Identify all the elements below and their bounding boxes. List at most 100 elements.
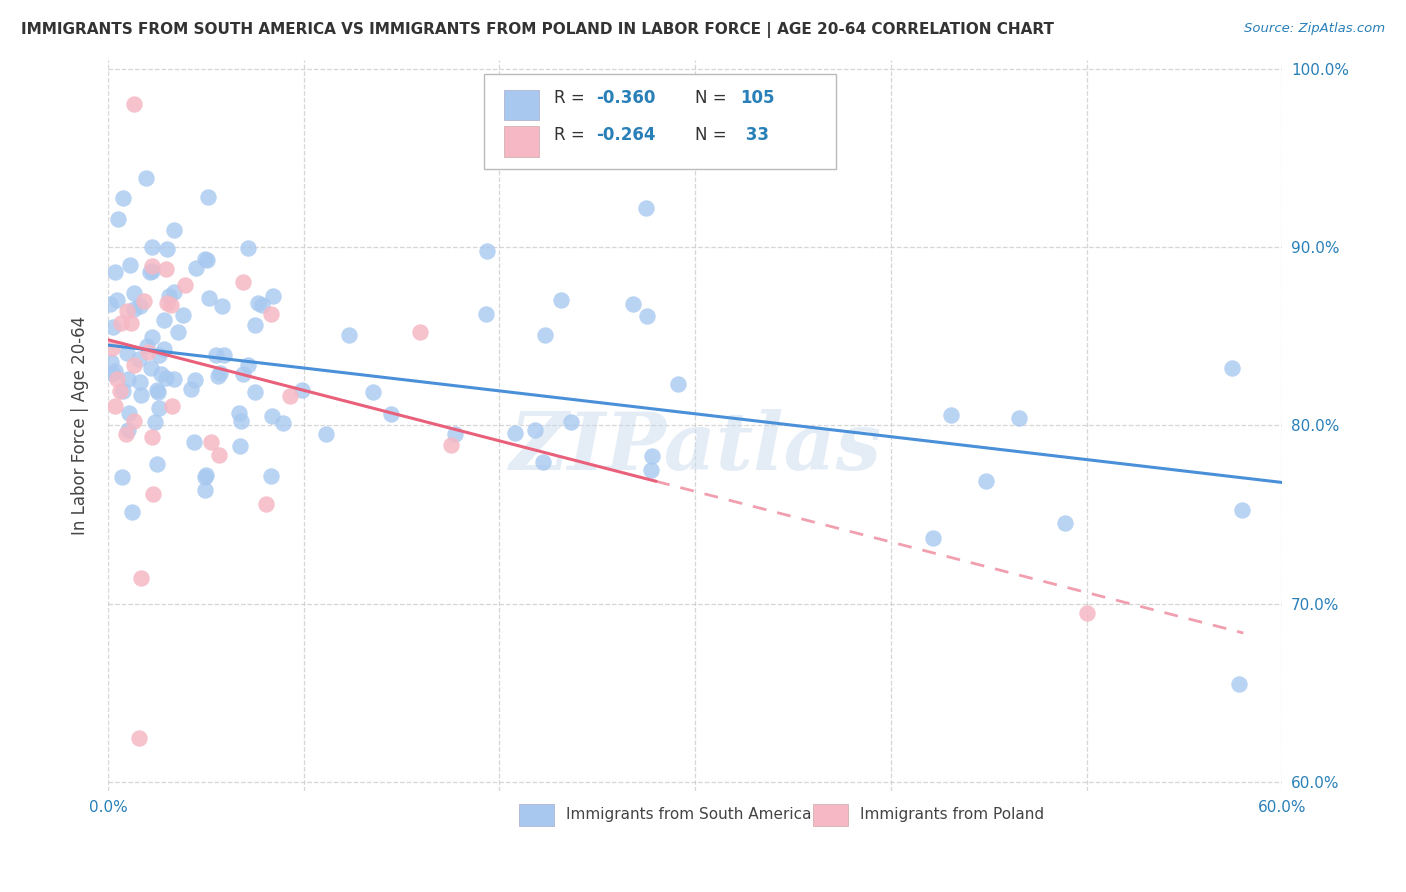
Text: N =: N = [695, 89, 733, 107]
Point [247, 296, 270, 310]
Point [205, 348, 228, 362]
Point [243, 318, 266, 332]
Point [153, 313, 176, 327]
Point [163, 285, 186, 299]
Point [262, 289, 284, 303]
Point [186, 261, 208, 276]
Point [180, 383, 202, 397]
Bar [519, 804, 554, 826]
Point [115, 346, 138, 360]
Point [640, 463, 662, 477]
Point [167, 325, 190, 339]
Point [236, 241, 259, 255]
Point [208, 367, 231, 381]
Point [409, 325, 432, 339]
Point [1053, 516, 1076, 531]
Text: R =: R = [554, 89, 591, 107]
Point [194, 470, 217, 484]
Point [636, 309, 658, 323]
Point [141, 330, 163, 344]
Point [503, 426, 526, 441]
Point [128, 351, 150, 366]
Point [278, 389, 301, 403]
Point [172, 308, 194, 322]
Point [135, 171, 157, 186]
Point [115, 303, 138, 318]
Point [1232, 502, 1254, 516]
Text: N =: N = [695, 126, 733, 144]
Point [162, 372, 184, 386]
Point [148, 401, 170, 415]
Point [146, 457, 169, 471]
Point [197, 190, 219, 204]
Point [1008, 411, 1031, 425]
Point [132, 294, 155, 309]
Text: R =: R = [554, 126, 591, 144]
Text: 105: 105 [740, 89, 775, 107]
Bar [503, 89, 538, 120]
Text: ZIPatlas: ZIPatlas [509, 409, 882, 486]
Point [111, 470, 134, 484]
Point [141, 361, 163, 376]
Point [208, 449, 231, 463]
Point [475, 244, 498, 259]
Point [100, 354, 122, 368]
Point [626, 142, 648, 156]
Point [156, 296, 179, 310]
Point [260, 308, 283, 322]
Point [440, 438, 463, 452]
Point [194, 252, 217, 267]
Point [129, 375, 152, 389]
Point [114, 427, 136, 442]
Text: Immigrants from Poland: Immigrants from Poland [859, 807, 1043, 822]
Point [141, 239, 163, 253]
Point [146, 384, 169, 399]
Point [163, 222, 186, 236]
Point [141, 259, 163, 273]
Point [243, 385, 266, 400]
Point [1220, 361, 1243, 376]
Point [103, 265, 125, 279]
Point [103, 368, 125, 382]
Text: IMMIGRANTS FROM SOUTH AMERICA VS IMMIGRANTS FROM POLAND IN LABOR FORCE | AGE 20-: IMMIGRANTS FROM SOUTH AMERICA VS IMMIGRA… [21, 22, 1054, 38]
Point [120, 258, 142, 272]
Point [107, 371, 129, 385]
Point [291, 383, 314, 397]
Point [108, 384, 131, 398]
Point [474, 307, 496, 321]
Point [110, 316, 132, 330]
Point [550, 293, 572, 308]
Point [160, 298, 183, 312]
Point [194, 483, 217, 497]
Text: Immigrants from South America: Immigrants from South America [567, 807, 811, 822]
Point [139, 265, 162, 279]
Point [974, 474, 997, 488]
Point [156, 242, 179, 256]
Point [337, 327, 360, 342]
Point [129, 571, 152, 585]
Point [523, 424, 546, 438]
Point [211, 299, 233, 313]
Point [129, 299, 152, 313]
Point [138, 344, 160, 359]
Point [117, 372, 139, 386]
Bar [503, 126, 538, 157]
Point [200, 435, 222, 450]
Bar [813, 804, 848, 826]
Point [101, 341, 124, 355]
Point [117, 423, 139, 437]
Point [260, 409, 283, 423]
Point [101, 320, 124, 334]
Point [184, 374, 207, 388]
Point [122, 286, 145, 301]
Point [232, 367, 254, 381]
Point [111, 191, 134, 205]
Point [198, 291, 221, 305]
Point [232, 275, 254, 289]
Point [534, 328, 557, 343]
Point [160, 399, 183, 413]
Point [195, 253, 218, 268]
Point [141, 264, 163, 278]
Point [107, 212, 129, 227]
Text: Source: ZipAtlas.com: Source: ZipAtlas.com [1244, 22, 1385, 36]
